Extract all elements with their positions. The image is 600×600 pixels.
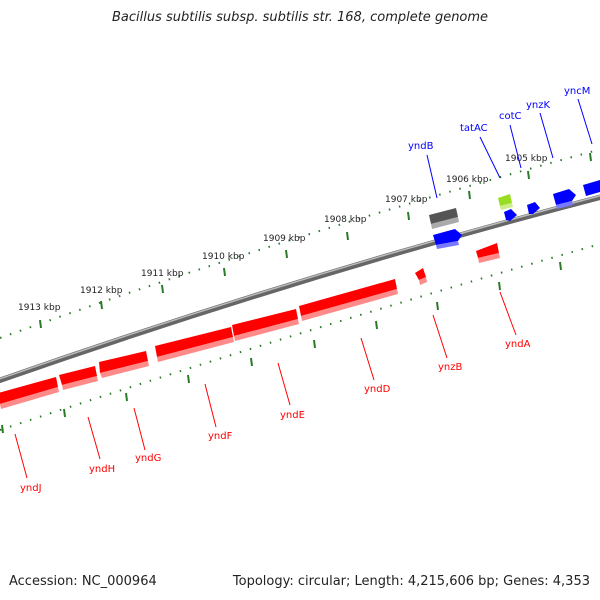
gene-label-reverse[interactable]: yndH <box>89 464 115 475</box>
kbp-label: 1907 kbp <box>385 195 428 205</box>
kbp-label: 1911 kbp <box>141 269 184 279</box>
gene-yncM-next[interactable] <box>583 180 600 196</box>
reverse-leader-lines <box>14 291 517 479</box>
inner-ruler-ticks <box>1 261 562 434</box>
gene-yndD[interactable] <box>299 279 397 316</box>
inner-ruler <box>0 243 600 431</box>
reverse-strand-genes <box>0 243 500 409</box>
gene-yndF[interactable] <box>155 327 233 357</box>
kbp-label: 1913 kbp <box>18 303 61 313</box>
gene-ynzK[interactable] <box>527 202 540 214</box>
gene-yndE[interactable] <box>232 309 298 336</box>
gene-tatAC[interactable] <box>498 194 512 206</box>
gene-yndJ[interactable] <box>0 377 58 404</box>
kbp-label: 1905 kbp <box>505 154 548 164</box>
accession-label: Accession: NC_000964 <box>9 574 157 589</box>
genome-backbone <box>0 194 600 384</box>
gene-yndH[interactable] <box>59 366 97 385</box>
gene-label-reverse[interactable]: yndD <box>364 384 391 395</box>
kbp-label: 1908 kbp <box>324 215 367 225</box>
outer-ruler <box>0 149 599 339</box>
forward-leader-lines <box>426 98 593 199</box>
gene-cotC[interactable] <box>504 209 517 221</box>
gene-ynzB[interactable] <box>415 268 426 280</box>
topology-label: Topology: circular; Length: 4,215,606 bp… <box>232 574 590 589</box>
gene-label-reverse[interactable]: yndF <box>208 431 233 442</box>
gene-label-reverse[interactable]: yndE <box>280 410 305 421</box>
kbp-label: 1906 kbp <box>446 175 489 185</box>
gene-label-forward[interactable]: tatAC <box>460 123 488 134</box>
gene-label-forward[interactable]: yndB <box>408 141 434 152</box>
gene-label-reverse[interactable]: yndJ <box>20 483 42 494</box>
map-title: Bacillus subtilis subsp. subtilis str. 1… <box>111 10 489 25</box>
forward-strand-genes <box>429 180 600 249</box>
gene-label-forward[interactable]: ynzK <box>526 100 551 111</box>
outer-ruler-ticks <box>39 152 592 329</box>
gene-yndB-pseudo[interactable] <box>429 208 458 224</box>
gene-yndG[interactable] <box>99 351 148 373</box>
kbp-label: 1909 kbp <box>263 234 306 244</box>
kbp-label: 1912 kbp <box>80 286 123 296</box>
gene-yndB[interactable] <box>433 229 462 245</box>
gene-yncM[interactable] <box>553 189 576 205</box>
kbp-label: 1910 kbp <box>202 252 245 262</box>
gene-label-forward[interactable]: cotC <box>499 111 522 122</box>
gene-yndA[interactable] <box>476 243 499 258</box>
gene-label-reverse[interactable]: yndA <box>505 339 531 350</box>
gene-label-forward[interactable]: yncM <box>564 86 590 97</box>
gene-label-reverse[interactable]: ynzB <box>438 362 463 373</box>
gene-label-reverse[interactable]: yndG <box>135 453 161 464</box>
